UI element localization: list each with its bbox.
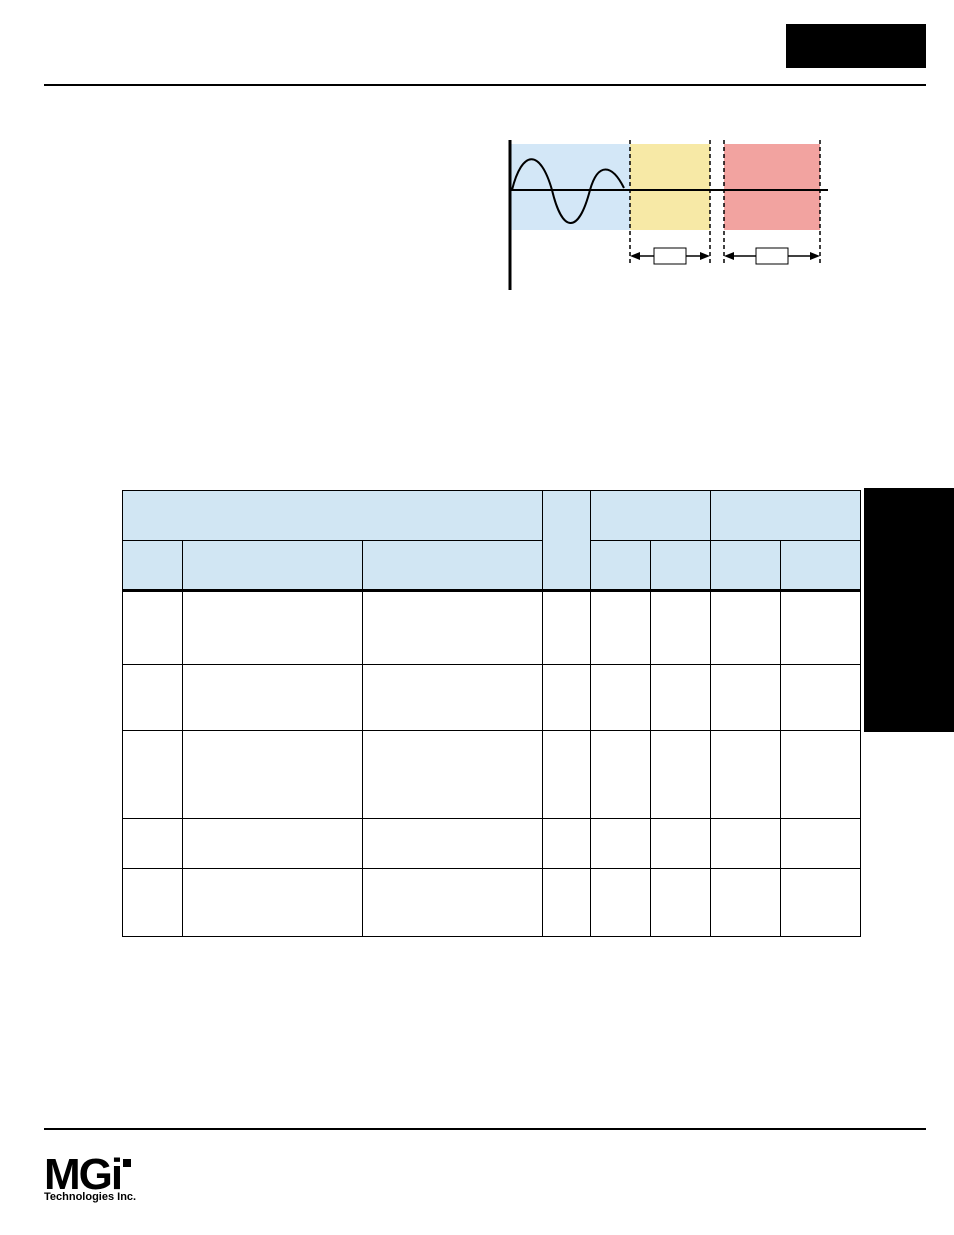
hdr1-col-a: [123, 491, 543, 541]
chart-label-box-2: [756, 248, 788, 264]
cell: [781, 819, 861, 869]
cell: [183, 665, 363, 731]
table-header-row-1: [123, 491, 861, 541]
cell: [543, 665, 591, 731]
cell: [123, 731, 183, 819]
cell: [363, 819, 543, 869]
logo-small-text: Technologies Inc.: [44, 1191, 224, 1203]
chart-region-red: [724, 144, 820, 230]
hdr1-col-d: [543, 491, 591, 591]
table-row: [123, 869, 861, 937]
header-rule: [44, 84, 926, 86]
chart-arrow-2-left: [724, 252, 734, 260]
cell: [651, 665, 711, 731]
chart-region-yellow: [630, 144, 710, 230]
cell: [591, 869, 651, 937]
hdr2-col-e: [591, 541, 651, 591]
cell: [183, 731, 363, 819]
table-row: [123, 665, 861, 731]
cell: [781, 731, 861, 819]
cell: [651, 591, 711, 665]
side-black-tab: [864, 488, 954, 732]
chart-arrow-2-right: [810, 252, 820, 260]
chart-label-box-1: [654, 248, 686, 264]
cell: [123, 869, 183, 937]
hdr2-col-g: [711, 541, 781, 591]
cell: [183, 869, 363, 937]
cell: [543, 731, 591, 819]
hdr1-col-g: [711, 491, 861, 541]
cell: [363, 731, 543, 819]
cell: [183, 591, 363, 665]
hdr2-col-h: [781, 541, 861, 591]
header-black-block: [786, 24, 926, 68]
company-logo: MGi Technologies Inc.: [44, 1156, 224, 1203]
hdr2-col-c: [363, 541, 543, 591]
logo-big-text: MGi: [44, 1156, 224, 1193]
cell: [591, 591, 651, 665]
cell: [363, 591, 543, 665]
cell: [543, 819, 591, 869]
cell: [651, 731, 711, 819]
cell: [591, 665, 651, 731]
cell: [591, 819, 651, 869]
parameters-table: [122, 490, 861, 937]
page: MGi Technologies Inc.: [0, 0, 954, 1235]
table-row: [123, 731, 861, 819]
table-row: [123, 819, 861, 869]
cell: [363, 665, 543, 731]
chart-arrow-1-right: [700, 252, 710, 260]
chart-region-blue: [510, 144, 630, 230]
cell: [711, 869, 781, 937]
cell: [651, 869, 711, 937]
cell: [711, 819, 781, 869]
cell: [711, 731, 781, 819]
cell: [543, 591, 591, 665]
signal-chart: [500, 140, 830, 310]
footer-rule: [44, 1128, 926, 1130]
chart-arrow-1-left: [630, 252, 640, 260]
cell: [123, 665, 183, 731]
cell: [651, 819, 711, 869]
cell: [781, 665, 861, 731]
table-header-row-2: [123, 541, 861, 591]
cell: [591, 731, 651, 819]
logo-dot: [123, 1159, 131, 1167]
cell: [543, 869, 591, 937]
cell: [781, 869, 861, 937]
hdr2-col-a: [123, 541, 183, 591]
signal-chart-svg: [500, 140, 830, 310]
cell: [711, 665, 781, 731]
cell: [123, 591, 183, 665]
cell: [781, 591, 861, 665]
cell: [183, 819, 363, 869]
hdr2-col-f: [651, 541, 711, 591]
table-row: [123, 591, 861, 665]
cell: [123, 819, 183, 869]
hdr1-col-e: [591, 491, 711, 541]
cell: [711, 591, 781, 665]
cell: [363, 869, 543, 937]
hdr2-col-b: [183, 541, 363, 591]
